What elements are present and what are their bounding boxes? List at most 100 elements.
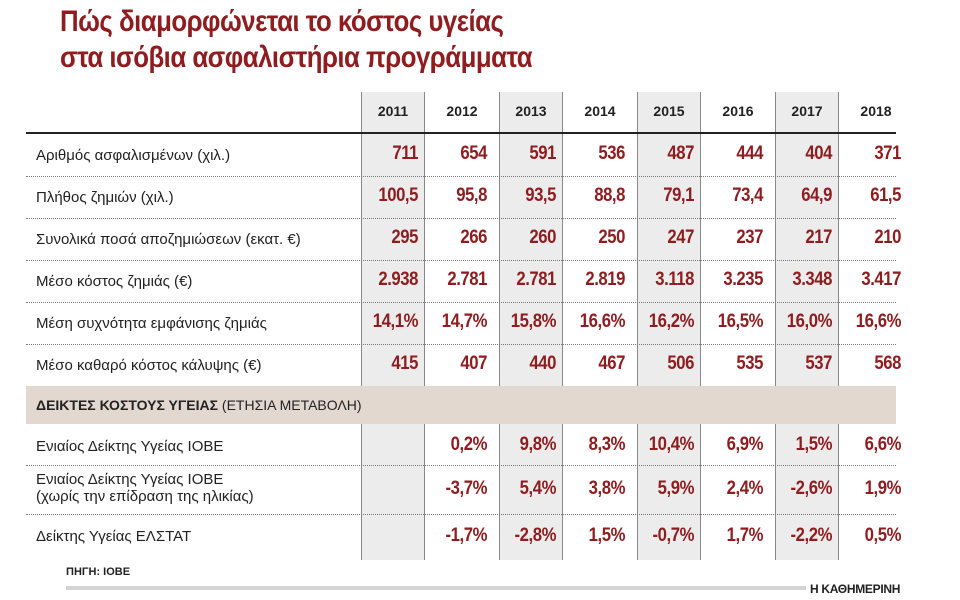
year-header: 2018 xyxy=(860,103,892,119)
cell-value: 467 xyxy=(598,353,625,374)
column-divider xyxy=(838,424,839,560)
cell-value: 73,4 xyxy=(732,185,763,206)
cell-value: 15,8% xyxy=(510,311,557,332)
row-label: Δείκτης Υγείας ΕΛΣΤΑΤ xyxy=(36,528,192,545)
cell-value: 1,5% xyxy=(795,434,833,455)
cell-value: 3,8% xyxy=(588,478,626,499)
cell-value: 371 xyxy=(874,143,901,164)
year-header: 2016 xyxy=(722,103,754,119)
table-row: Ενιαίος Δείκτης Υγείας ΙΟΒΕ 0,2% 9,8% 8,… xyxy=(26,424,901,466)
cell-value: 536 xyxy=(598,143,625,164)
table-row: Μέση συχνότητα εμφάνισης ζημιάς 14,1% 14… xyxy=(26,303,901,345)
cell-value: 95,8 xyxy=(456,185,487,206)
cell-value: 6,6% xyxy=(864,434,902,455)
cell-value: 591 xyxy=(529,143,556,164)
year-header: 2014 xyxy=(584,103,616,119)
cell-value: -2,8% xyxy=(514,525,557,546)
column-divider xyxy=(775,92,776,386)
section-title-note: (ΕΤΗΣΙΑ ΜΕΤΑΒΟΛΗ) xyxy=(218,397,362,413)
row-label: Αριθμός ασφαλισμένων (χιλ.) xyxy=(36,147,231,164)
publisher-logo: Η ΚΑΘΗΜΕΡΙΝΗ xyxy=(806,582,905,596)
cell-value: 537 xyxy=(805,353,832,374)
cell-value: 217 xyxy=(805,227,832,248)
section-title-bold: ΔΕΙΚΤΕΣ ΚΟΣΤΟΥΣ ΥΓΕΙΑΣ xyxy=(36,397,219,413)
section-title: ΔΕΙΚΤΕΣ ΚΟΣΤΟΥΣ ΥΓΕΙΑΣ (ΕΤΗΣΙΑ ΜΕΤΑΒΟΛΗ) xyxy=(36,397,362,414)
row-label: Πλήθος ζημιών (χιλ.) xyxy=(36,189,174,206)
row-label: Μέση συχνότητα εμφάνισης ζημιάς xyxy=(36,315,267,332)
cell-value: -0,7% xyxy=(652,525,695,546)
row-label: Συνολικά ποσά αποζημιώσεων (εκατ. €) xyxy=(36,231,301,248)
cell-value: 16,0% xyxy=(786,311,833,332)
cell-value: 1,7% xyxy=(726,525,764,546)
cell-value: 2.781 xyxy=(447,269,487,290)
cell-value: 247 xyxy=(667,227,694,248)
cell-value: 487 xyxy=(667,143,694,164)
table-row: Μέσο κόστος ζημιάς (€) 2.938 2.781 2.781… xyxy=(26,261,901,303)
cell-value: 10,4% xyxy=(648,434,695,455)
cell-value: 1,9% xyxy=(864,478,902,499)
column-divider xyxy=(637,92,638,386)
cell-value: 5,4% xyxy=(519,478,557,499)
cell-value: 2.819 xyxy=(585,269,625,290)
column-divider xyxy=(637,424,638,560)
cell-value: 250 xyxy=(598,227,625,248)
table-row: Ενιαίος Δείκτης Υγείας ΙΟΒΕ (χωρίς την ε… xyxy=(26,466,901,515)
shaded-column-2011-lower xyxy=(362,424,424,560)
column-divider xyxy=(562,92,563,386)
cell-value: 506 xyxy=(667,353,694,374)
shaded-column-2011 xyxy=(362,92,424,386)
cell-value: 407 xyxy=(460,353,487,374)
year-header: 2011 xyxy=(377,103,409,119)
cell-value: 6,9% xyxy=(726,434,764,455)
column-divider xyxy=(361,424,362,560)
cell-value: 711 xyxy=(392,143,418,164)
column-divider xyxy=(424,424,425,560)
cell-value: -2,2% xyxy=(790,525,833,546)
row-label: Μέσο καθαρό κόστος κάλυψης (€) xyxy=(36,357,262,374)
cell-value: 16,6% xyxy=(579,311,626,332)
cell-value: 3.235 xyxy=(723,269,763,290)
cell-value: 260 xyxy=(529,227,556,248)
table-row: Συνολικά ποσά αποζημιώσεων (εκατ. €) 295… xyxy=(26,219,901,261)
row-label: Ενιαίος Δείκτης Υγείας ΙΟΒΕ xyxy=(36,471,224,488)
table-row: Μέσο καθαρό κόστος κάλυψης (€) 415 407 4… xyxy=(26,345,901,386)
shaded-column-2013-lower xyxy=(500,424,562,560)
cell-value: 415 xyxy=(391,353,418,374)
title-line-2: στα ισόβια ασφαλιστήρια προγράμματα xyxy=(60,41,533,74)
cell-value: 64,9 xyxy=(801,185,832,206)
cell-value: -2,6% xyxy=(790,478,833,499)
cell-value: 444 xyxy=(736,143,763,164)
cell-value: 2,4% xyxy=(726,478,764,499)
cell-value: 3.348 xyxy=(792,269,832,290)
table-row: Δείκτης Υγείας ΕΛΣΤΑΤ -1,7% -2,8% 1,5% -… xyxy=(26,515,901,560)
column-divider xyxy=(361,92,362,386)
cell-value: 5,9% xyxy=(657,478,695,499)
cell-value: 88,8 xyxy=(594,185,625,206)
year-header: 2017 xyxy=(791,103,823,119)
cell-value: 16,6% xyxy=(855,311,902,332)
column-divider xyxy=(499,92,500,386)
column-divider xyxy=(562,424,563,560)
cell-value: 0,2% xyxy=(450,434,488,455)
year-header-row: 2011 2012 2013 2014 2015 2016 2017 2018 xyxy=(26,92,896,134)
cell-value: -3,7% xyxy=(445,478,488,499)
table-row: Πλήθος ζημιών (χιλ.) 100,5 95,8 93,5 88,… xyxy=(26,177,901,219)
cell-value: 266 xyxy=(460,227,487,248)
row-label: Ενιαίος Δείκτης Υγείας ΙΟΒΕ xyxy=(36,438,224,455)
cell-value: 237 xyxy=(736,227,763,248)
cell-value: 568 xyxy=(874,353,901,374)
year-header: 2013 xyxy=(515,103,547,119)
row-label: Μέσο κόστος ζημιάς (€) xyxy=(36,273,193,290)
year-header: 2015 xyxy=(653,103,685,119)
cell-value: 14,7% xyxy=(441,311,488,332)
row-label-note: (χωρίς την επίδραση της ηλικίας) xyxy=(36,488,254,505)
cell-value: 440 xyxy=(529,353,556,374)
cell-value: 1,5% xyxy=(588,525,626,546)
cell-value: 93,5 xyxy=(525,185,556,206)
cell-value: 295 xyxy=(391,227,418,248)
cell-value: 535 xyxy=(736,353,763,374)
cell-value: 16,5% xyxy=(717,311,764,332)
cell-value: 79,1 xyxy=(663,185,694,206)
column-divider xyxy=(700,424,701,560)
cell-value: -1,7% xyxy=(445,525,488,546)
